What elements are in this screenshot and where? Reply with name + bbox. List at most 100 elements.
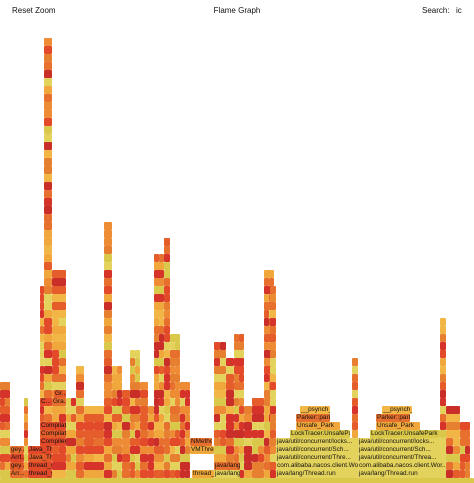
flame-frame[interactable] <box>24 454 28 462</box>
flame-frame[interactable] <box>135 358 140 366</box>
flame-frame[interactable] <box>180 398 185 406</box>
flame-frame[interactable] <box>24 470 28 478</box>
flame-frame[interactable] <box>258 446 264 454</box>
flame-frame[interactable] <box>352 422 358 430</box>
flame-frame[interactable] <box>220 438 226 446</box>
flame-frame[interactable] <box>239 414 244 422</box>
flame-frame[interactable] <box>76 414 84 422</box>
flame-frame[interactable] <box>52 342 66 350</box>
flame-frame[interactable] <box>104 366 112 374</box>
flame-frame[interactable] <box>117 398 122 406</box>
flame-frame[interactable] <box>185 390 190 398</box>
flame-frame[interactable] <box>440 358 446 366</box>
flame-frame[interactable] <box>239 454 244 462</box>
flame-frame[interactable] <box>44 54 52 62</box>
flame-frame[interactable] <box>234 446 239 454</box>
flame-frame[interactable] <box>44 230 52 238</box>
flame-frame[interactable] <box>446 438 453 446</box>
flame-frame[interactable] <box>52 462 66 470</box>
flame-frame[interactable] <box>185 414 190 422</box>
flame-frame[interactable] <box>440 422 446 430</box>
flame-frame[interactable] <box>244 422 252 430</box>
flame-frame[interactable] <box>170 454 180 462</box>
flame-frame[interactable] <box>244 438 252 446</box>
flame-frame-labeled[interactable]: Unsafe_Park <box>376 422 420 430</box>
flame-frame[interactable] <box>52 414 59 422</box>
flame-frame[interactable] <box>112 382 122 390</box>
flame-frame[interactable] <box>252 430 258 438</box>
flame-frame[interactable] <box>44 358 52 366</box>
flame-frame[interactable] <box>148 462 154 470</box>
flame-frame[interactable] <box>264 454 274 462</box>
flame-frame-labeled[interactable]: thread_start <box>28 462 52 470</box>
flame-frame[interactable] <box>148 470 154 478</box>
flame-frame[interactable] <box>270 414 276 422</box>
flame-frame-labeled[interactable]: LockTracer.UnsafePark <box>290 430 350 438</box>
flame-frame[interactable] <box>44 310 52 318</box>
flame-frame[interactable] <box>76 422 84 430</box>
flame-frame[interactable] <box>352 406 358 414</box>
flame-frame[interactable] <box>234 382 244 390</box>
flame-frame[interactable] <box>135 430 140 438</box>
flame-frame[interactable] <box>164 454 170 462</box>
flame-frame-labeled[interactable]: __psynch_cv... <box>300 406 330 414</box>
flame-frame[interactable] <box>453 438 460 446</box>
flame-frame[interactable] <box>226 446 234 454</box>
flame-frame[interactable] <box>270 342 276 350</box>
flame-frame[interactable] <box>239 398 244 406</box>
flame-frame[interactable] <box>130 398 135 406</box>
flame-frame[interactable] <box>117 470 122 478</box>
flame-frame-labeled[interactable]: NMethod... <box>190 438 212 446</box>
flame-frame[interactable] <box>175 446 180 454</box>
flame-frame[interactable] <box>44 142 52 150</box>
flame-frame[interactable] <box>244 454 252 462</box>
flame-frame[interactable] <box>170 446 175 454</box>
flame-frame[interactable] <box>104 454 112 462</box>
flame-frame[interactable] <box>130 390 140 398</box>
flame-frame[interactable] <box>117 390 122 398</box>
flame-frame[interactable] <box>112 430 117 438</box>
flame-frame[interactable] <box>159 438 164 446</box>
flame-frame[interactable] <box>239 334 244 342</box>
flame-frame[interactable] <box>460 422 470 430</box>
flame-frame-labeled[interactable]: VMThrea... <box>190 446 214 454</box>
flame-frame[interactable] <box>40 286 44 294</box>
flame-frame[interactable] <box>130 462 135 470</box>
flame-frame[interactable] <box>44 294 52 302</box>
flame-frame[interactable] <box>270 350 276 358</box>
flame-frame[interactable] <box>5 462 10 470</box>
flame-frame[interactable] <box>154 374 159 382</box>
flame-frame[interactable] <box>130 414 140 422</box>
flame-frame[interactable] <box>440 342 446 350</box>
flame-frame[interactable] <box>52 454 66 462</box>
flame-frame[interactable] <box>446 454 460 462</box>
flame-frame[interactable] <box>258 422 264 430</box>
flame-frame[interactable] <box>40 318 44 326</box>
flame-frame[interactable] <box>40 414 44 422</box>
flame-frame[interactable] <box>270 398 276 406</box>
flame-frame[interactable] <box>244 462 252 470</box>
flame-frame[interactable] <box>214 350 226 358</box>
flame-frame[interactable] <box>44 246 52 254</box>
flame-frame[interactable] <box>40 350 44 358</box>
flame-frame-labeled[interactable]: Gr... <box>54 390 66 398</box>
flame-frame[interactable] <box>66 406 76 414</box>
flame-frame[interactable] <box>140 470 148 478</box>
flame-root[interactable] <box>0 478 474 483</box>
flame-frame[interactable] <box>104 374 112 382</box>
flame-frame[interactable] <box>234 350 244 358</box>
flame-frame-labeled[interactable]: thread_st... <box>192 470 214 478</box>
flame-frame[interactable] <box>440 398 446 406</box>
flame-frame[interactable] <box>170 350 180 358</box>
flame-frame[interactable] <box>170 366 175 374</box>
flame-frame[interactable] <box>264 310 269 318</box>
flame-frame[interactable] <box>252 438 264 446</box>
flame-frame[interactable] <box>164 374 170 382</box>
flame-frame[interactable] <box>446 446 453 454</box>
flame-frame[interactable] <box>164 446 170 454</box>
flame-frame[interactable] <box>270 294 276 302</box>
flame-frame[interactable] <box>40 406 44 414</box>
flame-frame[interactable] <box>44 414 52 422</box>
flame-frame[interactable] <box>0 454 10 462</box>
flame-frame[interactable] <box>140 430 148 438</box>
